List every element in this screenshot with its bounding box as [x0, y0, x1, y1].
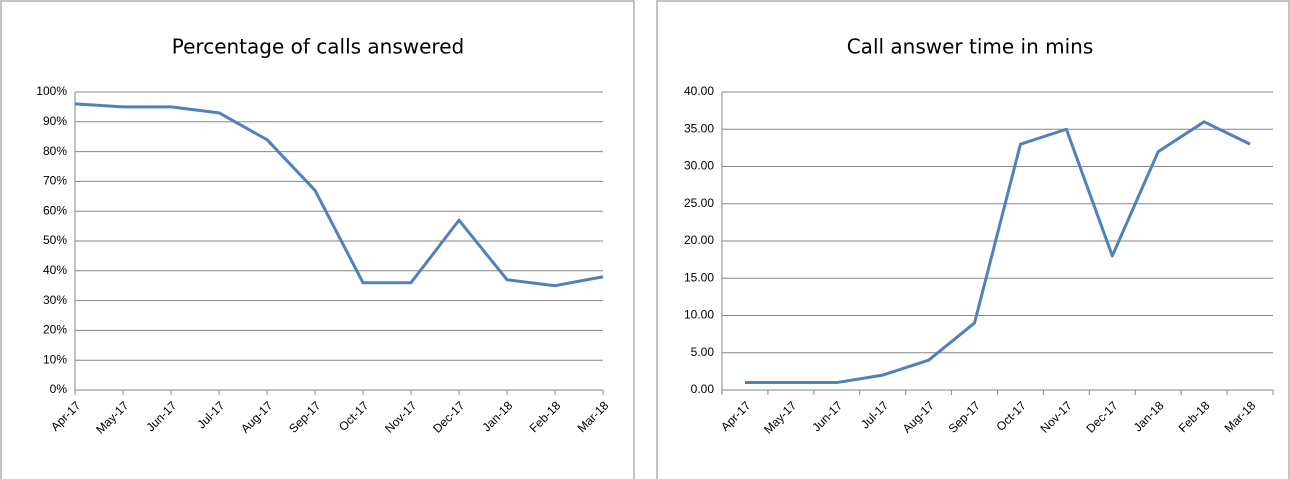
y-tick-label: 40.00	[684, 84, 714, 98]
y-tick-label: 20.00	[684, 233, 714, 247]
y-tick-label: 100%	[36, 84, 67, 98]
x-tick-label: Mar-18	[575, 398, 612, 435]
x-tick-label: Dec-17	[430, 398, 467, 435]
x-tick-label: May-17	[93, 398, 131, 436]
y-tick-label: 5.00	[691, 345, 715, 359]
x-tick-label: Sep-17	[946, 398, 983, 435]
x-tick-label: Sep-17	[286, 398, 323, 435]
panel-border	[0, 0, 635, 479]
x-tick-label: May-17	[761, 398, 799, 436]
x-tick-label: Jun-17	[144, 398, 180, 434]
x-tick-label: Aug-17	[900, 398, 937, 435]
x-tick-label: Dec-17	[1083, 398, 1120, 435]
data-line	[744, 120, 1251, 385]
x-tick-label: Jul-17	[194, 398, 227, 431]
chart-title: Percentage of calls answered	[172, 35, 464, 59]
data-line	[74, 102, 604, 288]
x-tick-label: Apr-17	[48, 398, 84, 434]
y-tick-label: 30%	[43, 293, 67, 307]
y-tick-label: 0.00	[691, 382, 715, 396]
x-tick-label: Nov-17	[382, 398, 419, 435]
y-tick-label: 0%	[50, 382, 68, 396]
x-tick-label: Aug-17	[238, 398, 275, 435]
x-tick-label: Oct-17	[993, 398, 1029, 434]
x-tick-label: Oct-17	[336, 398, 372, 434]
panel-border	[656, 0, 1290, 479]
x-tick-label: Jan-18	[1131, 398, 1167, 434]
y-tick-label: 70%	[43, 174, 67, 188]
y-tick-label: 20%	[43, 323, 67, 337]
y-tick-label: 80%	[43, 144, 67, 158]
y-tick-label: 15.00	[684, 270, 714, 284]
y-tick-label: 40%	[43, 263, 67, 277]
x-tick-label: Jul-17	[858, 398, 891, 431]
x-tick-label: Apr-17	[718, 398, 754, 434]
y-tick-label: 90%	[43, 114, 67, 128]
y-tick-label: 30.00	[684, 159, 714, 173]
x-tick-label: Jun-17	[809, 398, 845, 434]
y-tick-label: 60%	[43, 203, 67, 217]
x-tick-label: Nov-17	[1037, 398, 1074, 435]
y-tick-label: 10.00	[684, 308, 714, 322]
x-tick-label: Mar-18	[1222, 398, 1259, 435]
x-tick-label: Jan-18	[480, 398, 516, 434]
y-tick-label: 25.00	[684, 196, 714, 210]
y-tick-label: 50%	[43, 233, 67, 247]
y-tick-label: 10%	[43, 352, 67, 366]
x-tick-label: Feb-18	[527, 398, 564, 435]
y-tick-label: 35.00	[684, 121, 714, 135]
x-tick-label: Feb-18	[1176, 398, 1213, 435]
chart-title: Call answer time in mins	[847, 35, 1094, 59]
